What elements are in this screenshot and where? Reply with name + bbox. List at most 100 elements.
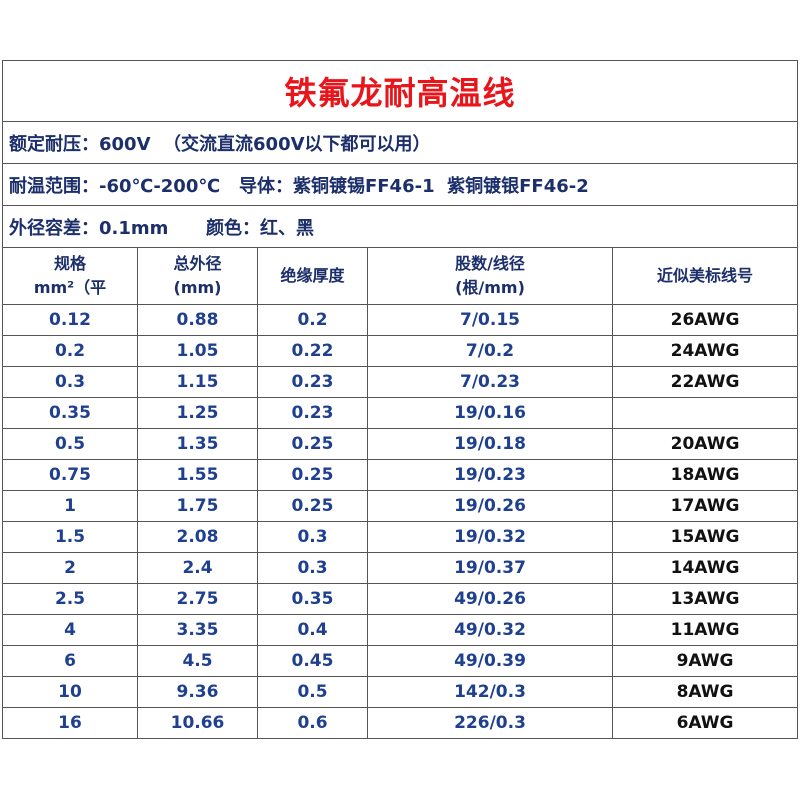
column-header: 绝缘厚度 bbox=[257, 247, 368, 305]
cell: 2.75 bbox=[137, 583, 258, 615]
cell: 14AWG bbox=[611, 552, 799, 584]
data-row: 16 10.66 0.6 226/0.3 6AWG bbox=[2, 707, 799, 739]
cell: 0.12 bbox=[2, 304, 138, 336]
cell: 0.45 bbox=[257, 645, 368, 677]
cell: 0.88 bbox=[137, 304, 258, 336]
cell: 0.25 bbox=[257, 428, 368, 460]
cell: 6 bbox=[2, 645, 138, 677]
cell: 0.6 bbox=[257, 707, 368, 739]
cell: 226/0.3 bbox=[367, 707, 613, 739]
cell: 0.3 bbox=[2, 366, 138, 398]
cell: 1 bbox=[2, 490, 138, 522]
cell: 19/0.16 bbox=[367, 397, 613, 429]
data-row: 0.35 1.25 0.23 19/0.16 bbox=[2, 397, 799, 429]
cell: 49/0.39 bbox=[367, 645, 613, 677]
cell: 10.66 bbox=[137, 707, 258, 739]
cell: 6AWG bbox=[611, 707, 799, 739]
cell: 9AWG bbox=[611, 645, 799, 677]
cell: 0.75 bbox=[2, 459, 138, 491]
data-row: 0.12 0.88 0.2 7/0.15 26AWG bbox=[2, 304, 799, 336]
cell: 19/0.18 bbox=[367, 428, 613, 460]
column-header: 规格 mm²（平 bbox=[2, 247, 138, 305]
cell: 0.5 bbox=[257, 676, 368, 708]
cell: 7/0.2 bbox=[367, 335, 613, 367]
cell: 0.35 bbox=[257, 583, 368, 615]
cell: 17AWG bbox=[611, 490, 799, 522]
cell: 22AWG bbox=[611, 366, 799, 398]
cell: 2.4 bbox=[137, 552, 258, 584]
cell: 2.5 bbox=[2, 583, 138, 615]
cell: 0.23 bbox=[257, 397, 368, 429]
cell: 1.35 bbox=[137, 428, 258, 460]
cell: 142/0.3 bbox=[367, 676, 613, 708]
cell: 7/0.23 bbox=[367, 366, 613, 398]
cell: 0.3 bbox=[257, 521, 368, 553]
cell: 20AWG bbox=[611, 428, 799, 460]
cell: 16 bbox=[2, 707, 138, 739]
data-row: 2.5 2.75 0.35 49/0.26 13AWG bbox=[2, 583, 799, 615]
cell: 0.2 bbox=[257, 304, 368, 336]
cell bbox=[611, 397, 799, 429]
cell: 26AWG bbox=[611, 304, 799, 336]
info-row: 耐温范围：-60℃-200℃ 导体：紫铜镀锡FF46-1 紫铜镀银FF46-2 bbox=[1, 163, 799, 206]
info-text: 外径容差：0.1mm 颜色：红、黑 bbox=[1, 205, 799, 248]
cell: 49/0.32 bbox=[367, 614, 613, 646]
cell: 0.22 bbox=[257, 335, 368, 367]
info-row: 外径容差：0.1mm 颜色：红、黑 bbox=[1, 205, 799, 248]
cell: 7/0.15 bbox=[367, 304, 613, 336]
cell: 10 bbox=[2, 676, 138, 708]
info-text: 额定耐压：600V （交流直流600V以下都可以用） bbox=[1, 121, 799, 164]
cell: 1.75 bbox=[137, 490, 258, 522]
cell: 4.5 bbox=[137, 645, 258, 677]
header-row: 规格 mm²（平 总外径 (mm) 绝缘厚度 股数/线径 (根/mm) 近似美标线号 bbox=[2, 247, 799, 305]
spec-table: 铁氟龙耐高温线 额定耐压：600V （交流直流600V以下都可以用） 耐温范围：-… bbox=[1, 60, 799, 739]
cell: 24AWG bbox=[611, 335, 799, 367]
cell: 3.35 bbox=[137, 614, 258, 646]
cell: 0.5 bbox=[2, 428, 138, 460]
cell: 0.25 bbox=[257, 490, 368, 522]
cell: 1.25 bbox=[137, 397, 258, 429]
cell: 1.15 bbox=[137, 366, 258, 398]
cell: 15AWG bbox=[611, 521, 799, 553]
cell: 1.55 bbox=[137, 459, 258, 491]
title-row: 铁氟龙耐高温线 bbox=[1, 60, 799, 122]
data-row: 0.2 1.05 0.22 7/0.2 24AWG bbox=[2, 335, 799, 367]
data-row: 1.5 2.08 0.3 19/0.32 15AWG bbox=[2, 521, 799, 553]
cell: 4 bbox=[2, 614, 138, 646]
data-row: 2 2.4 0.3 19/0.37 14AWG bbox=[2, 552, 799, 584]
cell: 0.3 bbox=[257, 552, 368, 584]
cell: 1.05 bbox=[137, 335, 258, 367]
info-text: 耐温范围：-60℃-200℃ 导体：紫铜镀锡FF46-1 紫铜镀银FF46-2 bbox=[1, 163, 799, 206]
cell: 11AWG bbox=[611, 614, 799, 646]
data-row: 1 1.75 0.25 19/0.26 17AWG bbox=[2, 490, 799, 522]
cell: 1.5 bbox=[2, 521, 138, 553]
spec-sheet: 铁氟龙耐高温线 额定耐压：600V （交流直流600V以下都可以用） 耐温范围：-… bbox=[1, 60, 799, 739]
title: 铁氟龙耐高温线 bbox=[1, 60, 799, 122]
column-header: 总外径 (mm) bbox=[137, 247, 258, 305]
cell: 19/0.32 bbox=[367, 521, 613, 553]
data-row: 0.5 1.35 0.25 19/0.18 20AWG bbox=[2, 428, 799, 460]
cell: 18AWG bbox=[611, 459, 799, 491]
cell: 0.4 bbox=[257, 614, 368, 646]
column-header: 股数/线径 (根/mm) bbox=[367, 247, 613, 305]
cell: 0.2 bbox=[2, 335, 138, 367]
cell: 0.23 bbox=[257, 366, 368, 398]
data-row: 0.75 1.55 0.25 19/0.23 18AWG bbox=[2, 459, 799, 491]
data-row: 10 9.36 0.5 142/0.3 8AWG bbox=[2, 676, 799, 708]
cell: 0.35 bbox=[2, 397, 138, 429]
cell: 2 bbox=[2, 552, 138, 584]
cell: 19/0.26 bbox=[367, 490, 613, 522]
column-header: 近似美标线号 bbox=[611, 247, 799, 305]
cell: 9.36 bbox=[137, 676, 258, 708]
cell: 0.25 bbox=[257, 459, 368, 491]
cell: 19/0.23 bbox=[367, 459, 613, 491]
cell: 2.08 bbox=[137, 521, 258, 553]
table-body: 铁氟龙耐高温线 额定耐压：600V （交流直流600V以下都可以用） 耐温范围：-… bbox=[1, 60, 799, 739]
cell: 13AWG bbox=[611, 583, 799, 615]
data-row: 0.3 1.15 0.23 7/0.23 22AWG bbox=[2, 366, 799, 398]
cell: 49/0.26 bbox=[367, 583, 613, 615]
cell: 8AWG bbox=[611, 676, 799, 708]
cell: 19/0.37 bbox=[367, 552, 613, 584]
data-row: 4 3.35 0.4 49/0.32 11AWG bbox=[2, 614, 799, 646]
data-row: 6 4.5 0.45 49/0.39 9AWG bbox=[2, 645, 799, 677]
